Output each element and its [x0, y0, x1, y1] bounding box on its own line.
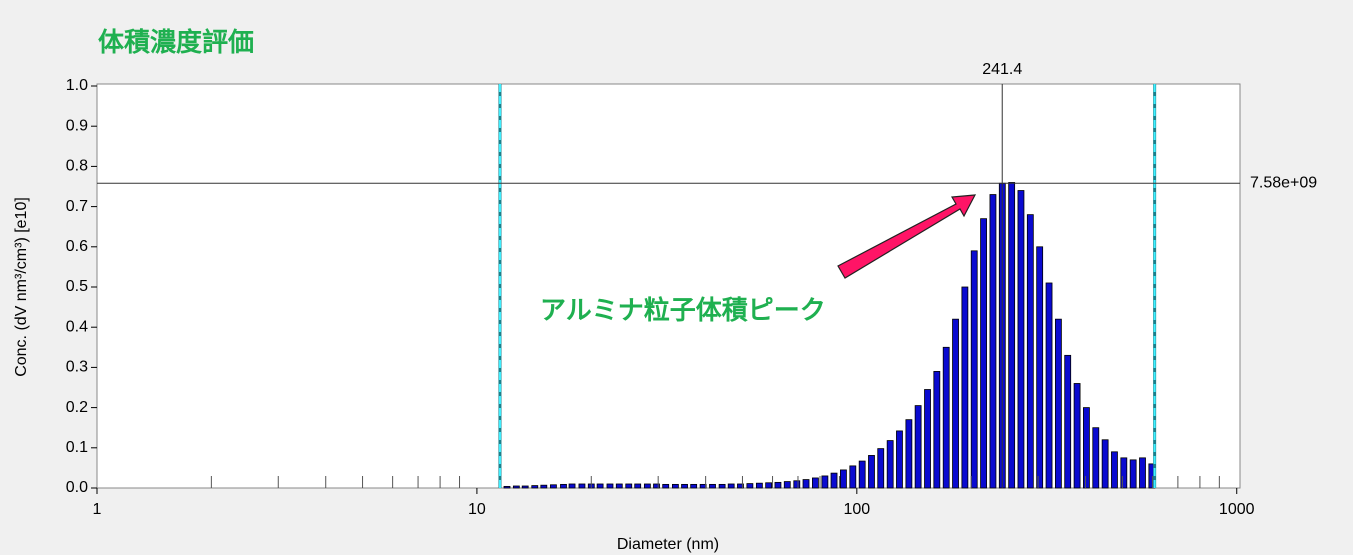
crosshair-y-label: 7.58e+09 [1250, 175, 1317, 192]
bar [868, 455, 875, 489]
y-tick-label: 0.3 [66, 359, 88, 376]
bar [671, 483, 679, 489]
x-axis-label: Diameter (nm) [617, 536, 719, 553]
bar [821, 475, 829, 489]
bar [1045, 282, 1053, 489]
bar [578, 483, 586, 489]
bar [1026, 214, 1034, 489]
bar [812, 477, 819, 489]
bar [1064, 354, 1072, 489]
bar [1008, 182, 1016, 489]
bar [933, 371, 941, 489]
bar [503, 485, 511, 489]
bar [596, 483, 604, 489]
bar [643, 483, 651, 489]
bar [512, 485, 520, 489]
bar [924, 389, 931, 489]
bar [840, 469, 847, 489]
bar [970, 250, 978, 489]
bar [1083, 407, 1090, 489]
bar [774, 481, 782, 489]
y-tick-label: 0.8 [66, 158, 88, 175]
bar [634, 483, 642, 489]
bar [858, 460, 866, 489]
bar [615, 483, 623, 489]
bar [830, 472, 838, 489]
y-tick-label: 0.9 [66, 117, 88, 134]
y-axis-label: Conc. (dV nm³/cm³) [e10] [13, 197, 30, 377]
bar [802, 479, 810, 489]
bar [531, 485, 539, 489]
x-tick-label: 1 [93, 501, 102, 518]
bars [503, 182, 1156, 489]
bar [877, 448, 885, 489]
bar [718, 483, 726, 489]
bar [550, 484, 557, 489]
crosshair-x-label: 241.4 [982, 61, 1022, 78]
bar [1120, 457, 1128, 489]
bar [961, 286, 969, 489]
bar [886, 440, 894, 489]
bar [662, 483, 670, 489]
x-tick-label: 1000 [1219, 501, 1255, 518]
y-tick-label: 0.7 [66, 198, 88, 215]
bar [1101, 439, 1109, 489]
bar [793, 480, 801, 489]
bar [1073, 383, 1081, 489]
bar [540, 484, 548, 489]
bar [914, 405, 922, 489]
bar [1139, 457, 1146, 489]
bar [905, 419, 913, 489]
bar [1129, 459, 1137, 489]
bar [709, 483, 716, 489]
bar [849, 465, 857, 489]
bar [942, 346, 950, 489]
chart-title: 体積濃度評価 [98, 27, 254, 57]
annotation: アルミナ粒子体積ピーク [540, 295, 826, 325]
y-tick-label: 1.0 [66, 77, 88, 94]
bar [1111, 451, 1118, 489]
bar [1036, 246, 1044, 489]
x-tick-label: 10 [468, 501, 486, 518]
bar [625, 483, 633, 489]
bar [568, 483, 576, 489]
y-tick-label: 0.1 [66, 439, 88, 456]
bar [952, 318, 959, 489]
y-tick-label: 0.0 [66, 479, 88, 496]
bar [765, 482, 773, 489]
bar [727, 483, 735, 489]
bar [737, 483, 744, 489]
bar [521, 485, 529, 489]
y-tick-label: 0.2 [66, 399, 88, 416]
bar [690, 483, 698, 489]
bar [989, 194, 997, 489]
bar [1092, 427, 1100, 489]
bar [606, 483, 614, 489]
bar [560, 483, 567, 489]
y-tick-label: 0.5 [66, 278, 88, 295]
bar [699, 483, 707, 489]
bar [681, 483, 688, 489]
bar [980, 218, 987, 489]
annotation-arrow [837, 194, 977, 279]
bar [746, 483, 754, 489]
bar [896, 430, 903, 489]
bar [1017, 190, 1025, 489]
bar [783, 481, 791, 489]
x-tick-label: 100 [843, 501, 870, 518]
bar [1054, 318, 1062, 489]
bar [755, 482, 763, 489]
bar [653, 483, 660, 489]
y-tick-label: 0.4 [66, 318, 88, 335]
y-tick-label: 0.6 [66, 238, 88, 255]
